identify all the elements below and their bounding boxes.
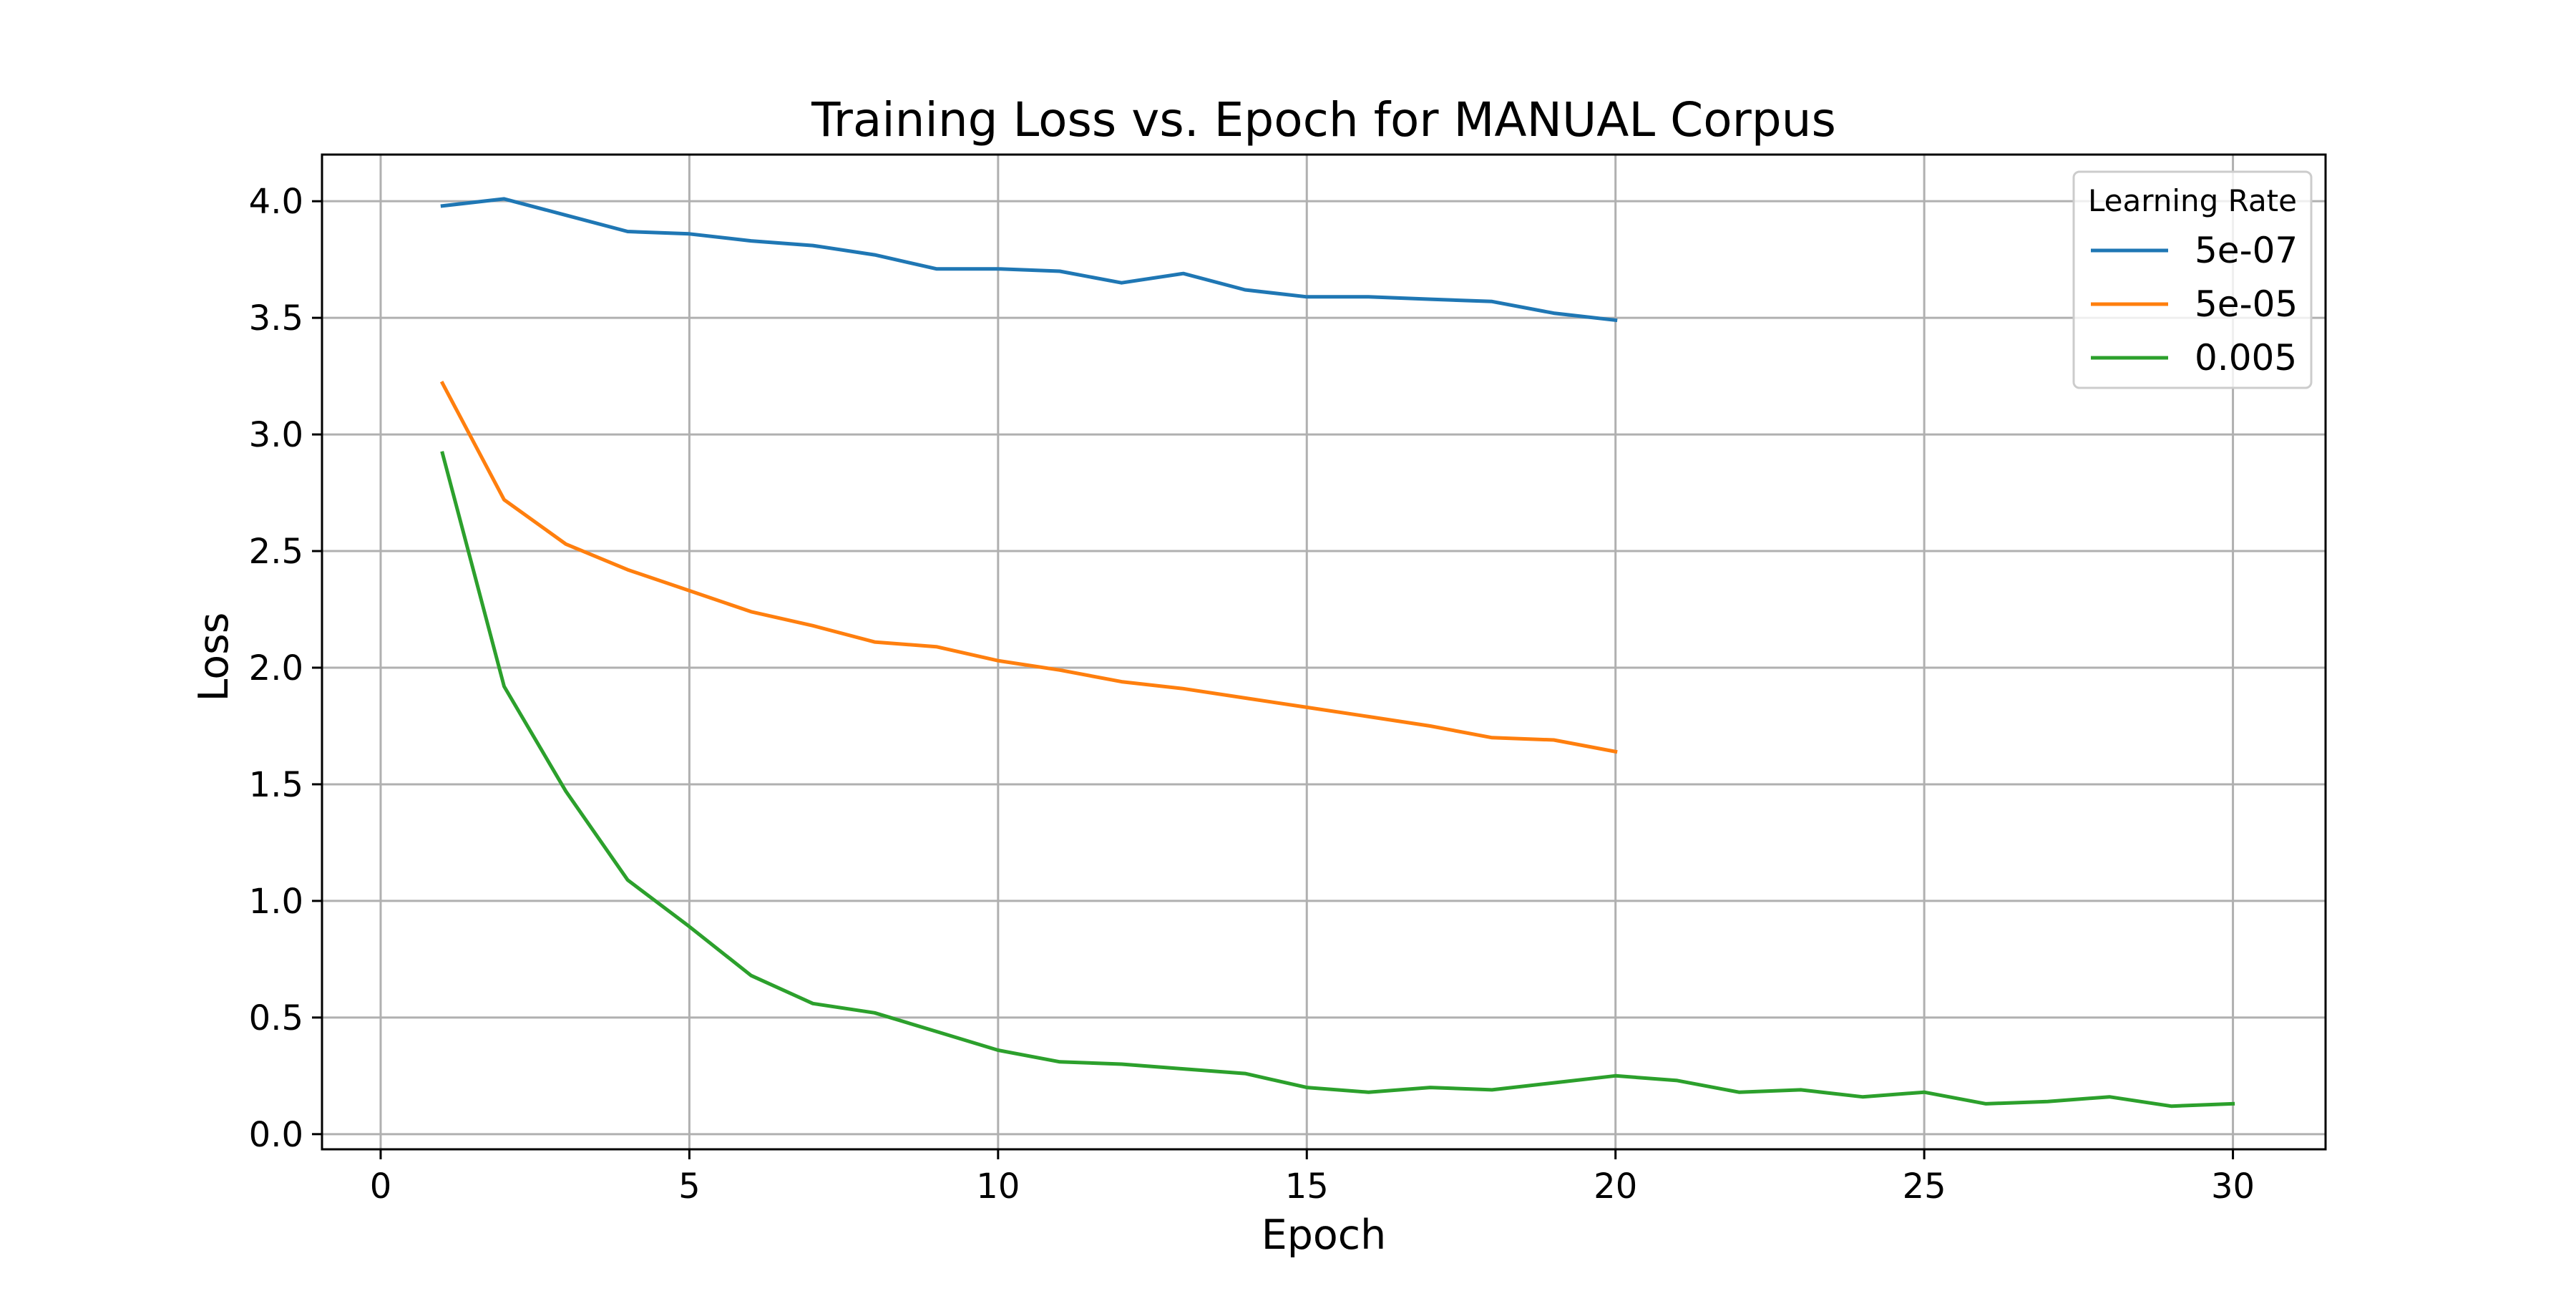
series-line-1 [439, 381, 1618, 754]
series-lines [439, 197, 2235, 1109]
y-tick-label: 3.0 [249, 415, 303, 455]
y-tick-label: 0.0 [249, 1115, 303, 1155]
legend-label: 5e-05 [2195, 283, 2298, 325]
y-tick-label: 1.5 [249, 765, 303, 805]
series-line-2 [440, 451, 2235, 1109]
series-line-0 [440, 197, 1618, 323]
y-tick-label: 3.5 [249, 298, 303, 338]
legend-entries: 5e-07 5e-05 0.005 [2091, 230, 2298, 379]
legend-title: Learning Rate [2088, 183, 2297, 218]
y-tick-label: 2.0 [249, 648, 303, 688]
plot-frame [321, 153, 2327, 1151]
x-tick-label: 5 [678, 1166, 701, 1207]
legend-label: 5e-07 [2195, 230, 2298, 271]
y-axis-label: Loss [190, 612, 238, 701]
y-tick-label: 4.0 [249, 182, 303, 222]
x-tick-label: 20 [1594, 1166, 1637, 1207]
y-tick-label: 1.0 [249, 882, 303, 922]
x-axis-label: Epoch [1262, 1212, 1387, 1259]
x-tick-label: 15 [1285, 1166, 1329, 1207]
axis-ticks: 0 5 10 15 20 25 30 0.0 0.5 1.0 1.5 2.0 2.5 3.0 3.5 4.0 [249, 182, 2255, 1207]
x-tick-label: 10 [976, 1166, 1020, 1207]
legend-label: 0.005 [2195, 337, 2297, 379]
grid-lines [322, 155, 2326, 1149]
x-tick-label: 25 [1903, 1166, 1946, 1207]
y-tick-label: 2.5 [249, 532, 303, 572]
legend-box [2072, 170, 2313, 389]
y-tick-label: 0.5 [249, 998, 303, 1038]
x-tick-label: 0 [370, 1166, 392, 1207]
legend: Learning Rate 5e-07 5e-05 0.005 [2072, 170, 2313, 389]
chart-title: Training Loss vs. Epoch for MANUAL Corpu… [811, 92, 1836, 147]
x-tick-label: 30 [2211, 1166, 2255, 1207]
